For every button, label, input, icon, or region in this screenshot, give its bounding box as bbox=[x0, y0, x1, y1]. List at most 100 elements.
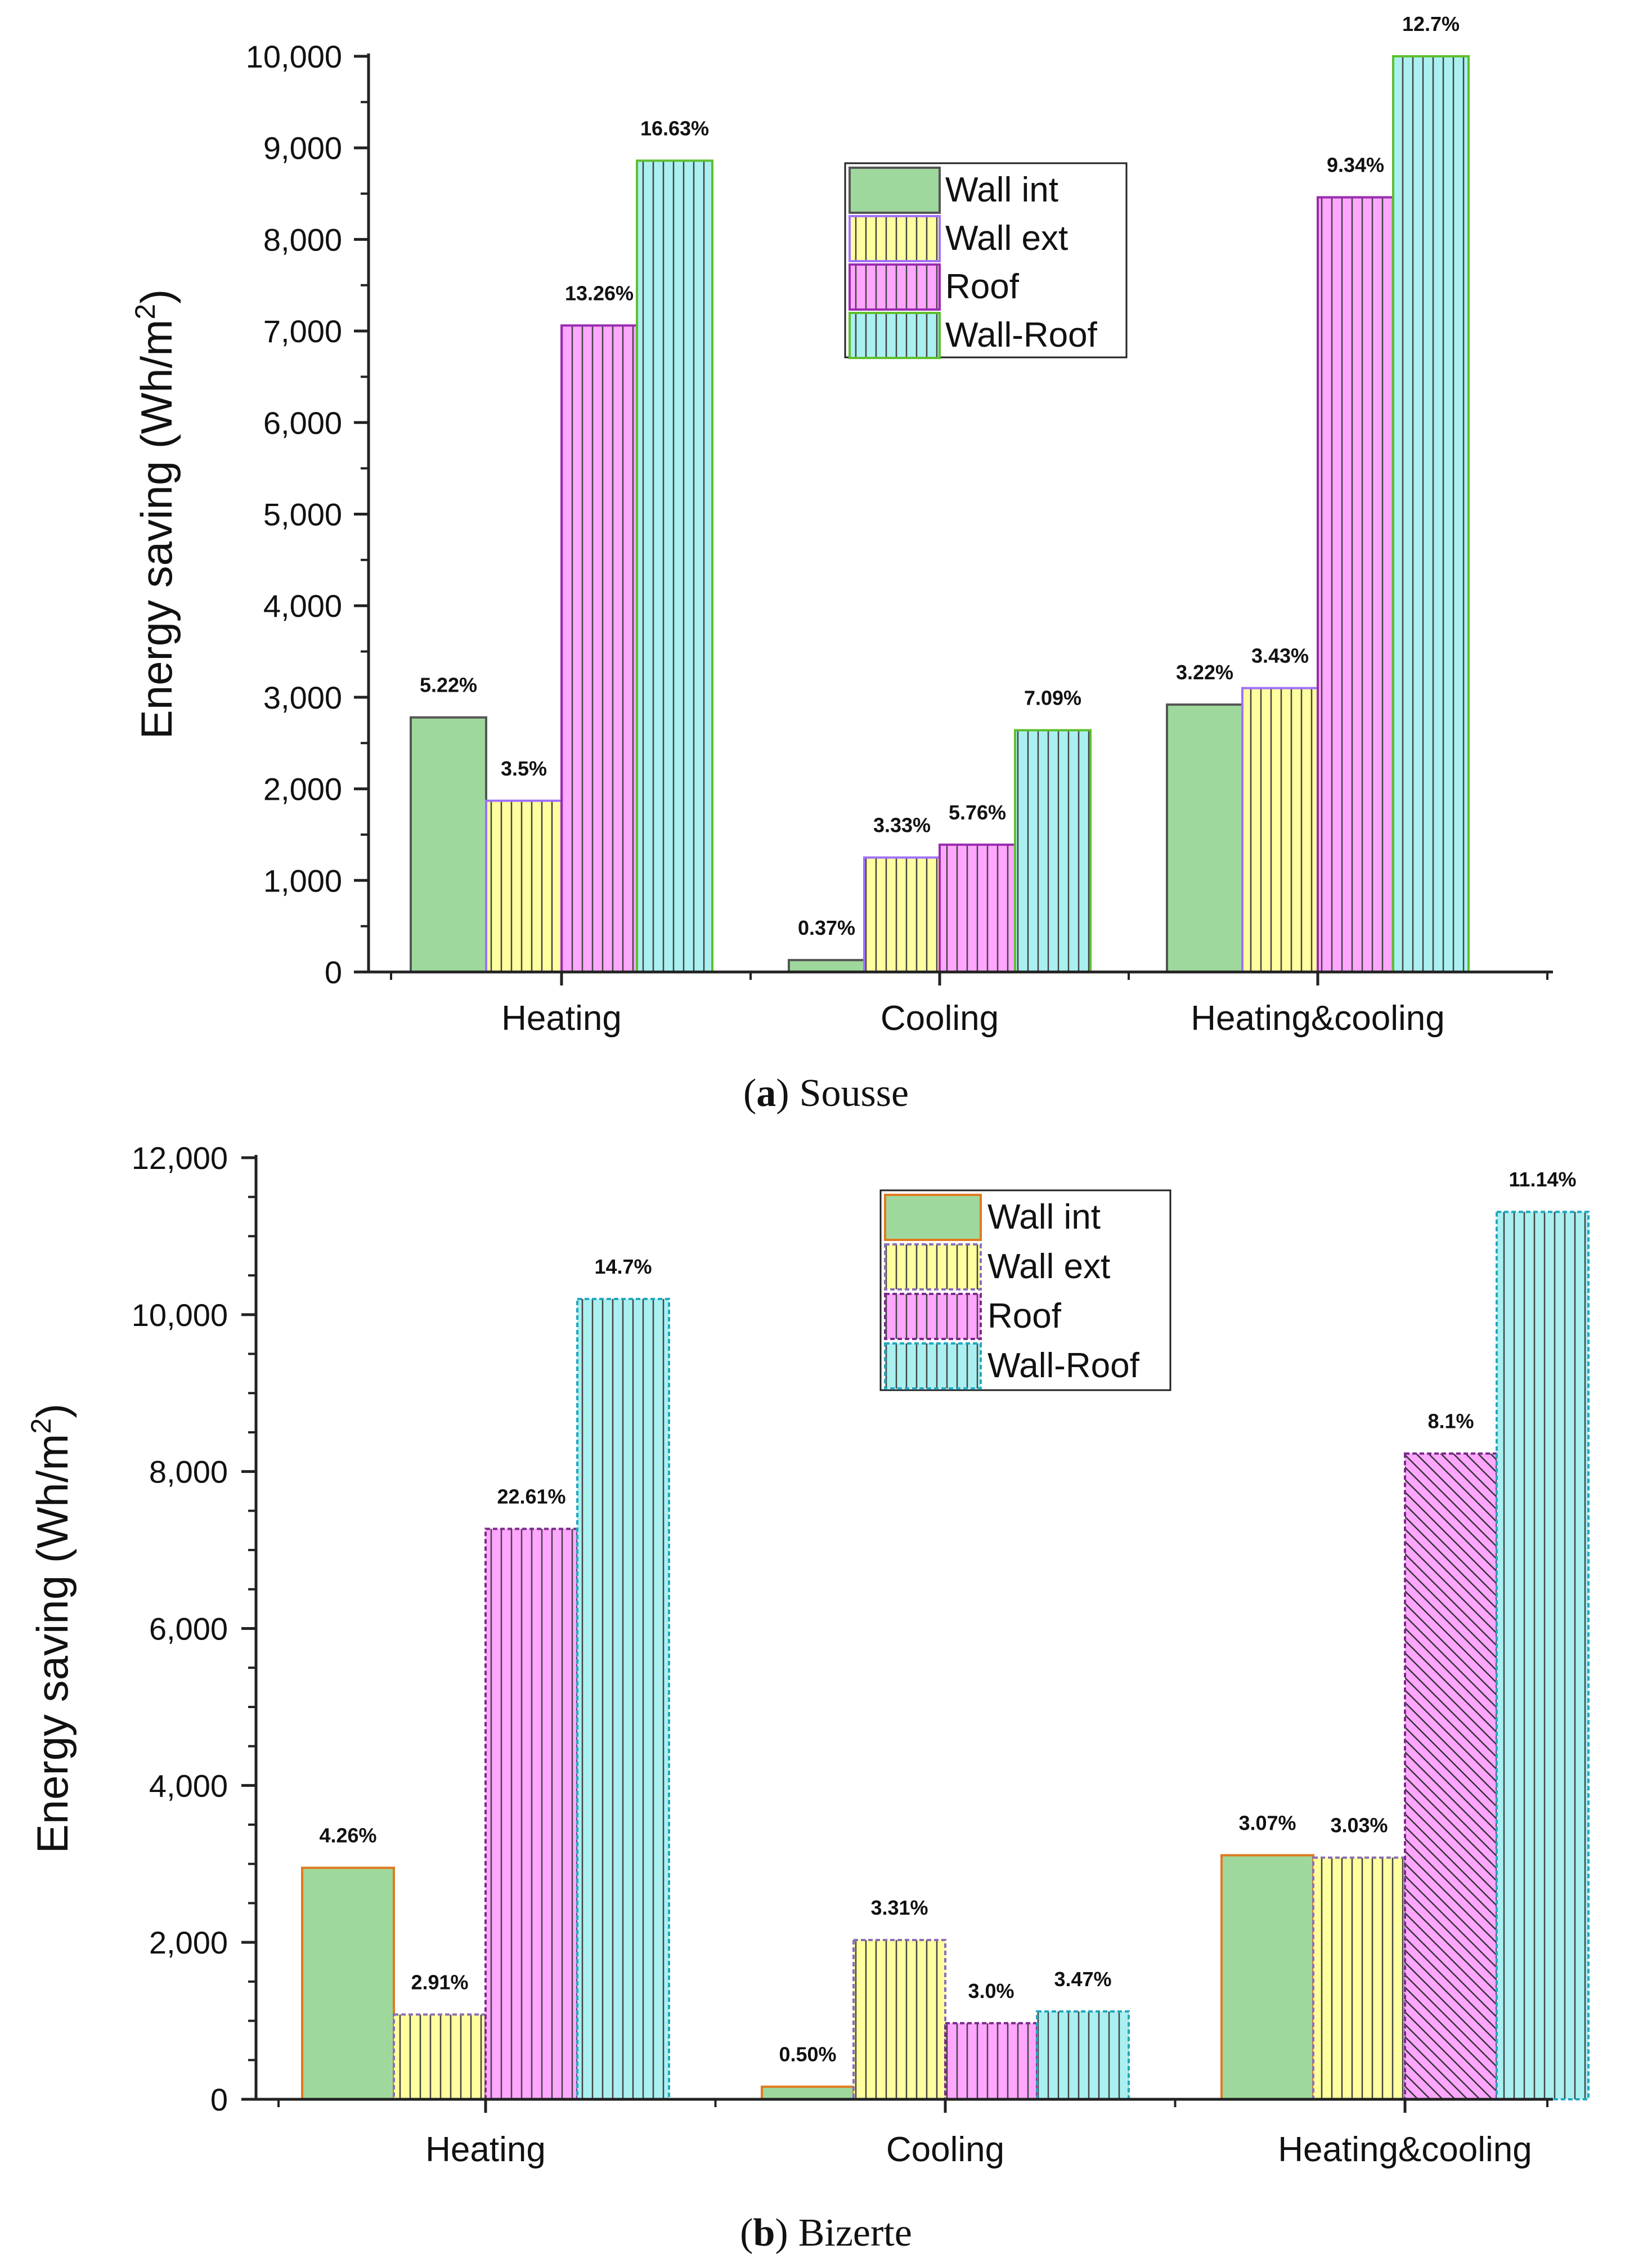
data-label-wall-int-heating-cooling: 3.07% bbox=[1238, 1811, 1296, 1834]
bar-wall-int-heating bbox=[410, 716, 487, 973]
y-tick-label: 12,000 bbox=[132, 1140, 228, 1176]
legend-label-wall-int: Wall int bbox=[987, 1198, 1101, 1236]
y-tick-label: 2,000 bbox=[263, 772, 342, 807]
caption-sousse: (a) Sousse bbox=[743, 1072, 909, 1115]
bar-wall-ext-heating-cooling bbox=[1312, 1856, 1406, 2100]
data-label-wall-ext-heating: 2.91% bbox=[411, 1970, 468, 1993]
bar-roof-heating bbox=[484, 1527, 578, 2101]
legend-swatch-roof bbox=[884, 1293, 982, 1340]
legend-label-roof: Roof bbox=[945, 267, 1020, 306]
y-axis-title-superscript: 2 bbox=[129, 304, 161, 320]
legend-label-wall-roof: Wall-Roof bbox=[987, 1346, 1140, 1385]
bar-roof-cooling bbox=[944, 2022, 1038, 2101]
data-label-roof-cooling: 5.76% bbox=[949, 801, 1006, 824]
caption-letter: b bbox=[753, 2211, 775, 2255]
legend-swatch-wall-int bbox=[884, 1194, 982, 1241]
y-tick-label: 0 bbox=[325, 955, 342, 990]
caption-open: ( bbox=[740, 2211, 753, 2255]
y-tick-label: 8,000 bbox=[149, 1454, 228, 1490]
data-label-wall-int-cooling: 0.50% bbox=[779, 2043, 836, 2066]
data-label-wall-int-heating-cooling: 3.22% bbox=[1176, 661, 1233, 684]
y-tick-label: 7,000 bbox=[263, 313, 342, 349]
data-label-roof-heating-cooling: 9.34% bbox=[1327, 154, 1384, 177]
bar-wall-roof-heating bbox=[576, 1297, 670, 2100]
y-axis-title: Energy saving (Wh/m2) bbox=[25, 1404, 77, 1853]
x-tick-label-cooling: Cooling bbox=[886, 2130, 1004, 2169]
bar-wall-ext-heating bbox=[485, 799, 563, 973]
chart-panel-bizerte: 4.26% 0.50% 3.07% 2.91% 3.31% 3.03% 22.61% 3.0%… bbox=[25, 1140, 1590, 2169]
legend-swatch-wall-ext bbox=[884, 1243, 982, 1291]
y-tick-label: 8,000 bbox=[263, 222, 342, 257]
caption-name: Bizerte bbox=[798, 2211, 912, 2255]
y-axis-title-close: ) bbox=[28, 1404, 77, 1418]
y-tick-label: 10,000 bbox=[132, 1297, 228, 1333]
y-axis-title-text: Energy saving (Wh/m bbox=[132, 320, 181, 740]
data-label-wall-int-heating: 4.26% bbox=[319, 1824, 376, 1847]
data-label-roof-heating-cooling: 8.1% bbox=[1427, 1410, 1474, 1433]
caption-name: Sousse bbox=[800, 1072, 909, 1115]
y-tick-label: 4,000 bbox=[263, 588, 342, 624]
y-axis-title-close: ) bbox=[132, 289, 181, 304]
y-tick-label: 2,000 bbox=[149, 1925, 228, 1960]
data-label-wall-roof-heating: 16.63% bbox=[640, 117, 709, 140]
y-tick-label: 6,000 bbox=[263, 405, 342, 441]
caption-bizerte: (b) Bizerte bbox=[740, 2211, 912, 2255]
legend-swatch-wall-roof bbox=[884, 1342, 982, 1390]
y-axis-title: Energy saving (Wh/m2) bbox=[129, 289, 181, 739]
y-axis-title-text: Energy saving (Wh/m bbox=[28, 1434, 77, 1854]
bar-wall-roof-cooling bbox=[1036, 2010, 1130, 2100]
y-tick-label: 3,000 bbox=[263, 680, 342, 715]
data-label-wall-roof-cooling: 3.47% bbox=[1054, 1968, 1111, 1991]
chart-panel-sousse: 5.22% 0.37% 3.22% 3.5% 3.33% 3.43% 13.26% 5.76%… bbox=[129, 12, 1553, 1038]
caption-letter: a bbox=[756, 1072, 776, 1115]
legend-label-wall-roof: Wall-Roof bbox=[945, 316, 1098, 355]
bar-wall-ext-cooling bbox=[863, 856, 941, 973]
bar-roof-heating bbox=[560, 324, 638, 973]
bar-roof-heating-cooling bbox=[1317, 196, 1394, 974]
data-label-wall-roof-heating: 14.7% bbox=[594, 1255, 652, 1278]
data-label-roof-heating: 13.26% bbox=[565, 281, 634, 304]
legend-label-wall-int: Wall int bbox=[945, 171, 1058, 209]
caption-open: ( bbox=[743, 1072, 756, 1115]
data-label-wall-ext-cooling: 3.31% bbox=[870, 1896, 928, 1919]
legend: Wall int Wall ext Roof Wall-Roof bbox=[879, 1189, 1171, 1391]
x-tick-label-heating: Heating bbox=[425, 2130, 546, 2169]
y-tick-label: 6,000 bbox=[149, 1611, 228, 1647]
y-tick-label: 9,000 bbox=[263, 131, 342, 166]
x-tick-label-cooling: Cooling bbox=[881, 999, 999, 1038]
legend: Wall int Wall ext Roof Wall-Roof bbox=[844, 162, 1128, 359]
bar-wall-roof-cooling bbox=[1014, 729, 1092, 974]
caption-close: ) bbox=[776, 1072, 789, 1115]
legend-label-roof: Roof bbox=[987, 1297, 1062, 1336]
data-label-roof-cooling: 3.0% bbox=[968, 1979, 1014, 2002]
bar-wall-int-cooling bbox=[761, 2085, 855, 2101]
data-label-roof-heating: 22.61% bbox=[497, 1485, 565, 1508]
bar-wall-int-heating-cooling bbox=[1220, 1854, 1314, 2100]
bar-wall-ext-heating-cooling bbox=[1241, 687, 1319, 973]
data-label-wall-ext-heating-cooling: 3.43% bbox=[1251, 644, 1309, 667]
bar-roof-heating-cooling bbox=[1404, 1452, 1498, 2100]
data-label-wall-roof-heating-cooling: 12.7% bbox=[1402, 12, 1460, 35]
y-tick-label: 0 bbox=[210, 2082, 228, 2117]
bar-wall-int-heating bbox=[301, 1866, 395, 2101]
bar-wall-roof-heating bbox=[636, 159, 713, 973]
legend-label-wall-ext: Wall ext bbox=[945, 219, 1068, 258]
y-tick-label: 10,000 bbox=[246, 39, 342, 74]
caption-close: ) bbox=[775, 2211, 788, 2255]
y-axis-title-superscript: 2 bbox=[25, 1418, 57, 1434]
data-label-wall-int-cooling: 0.37% bbox=[798, 916, 855, 939]
bar-wall-roof-heating-cooling bbox=[1496, 1211, 1590, 2100]
y-tick-label: 5,000 bbox=[263, 497, 342, 532]
y-tick-label: 4,000 bbox=[149, 1768, 228, 1803]
bar-wall-int-cooling bbox=[788, 958, 865, 973]
bar-wall-ext-cooling bbox=[852, 1938, 946, 2100]
data-label-wall-int-heating: 5.22% bbox=[420, 674, 477, 697]
legend-label-wall-ext: Wall ext bbox=[987, 1247, 1110, 1286]
data-label-wall-ext-heating-cooling: 3.03% bbox=[1330, 1814, 1388, 1837]
bar-wall-int-heating-cooling bbox=[1166, 703, 1244, 974]
bar-roof-cooling bbox=[939, 843, 1016, 974]
y-tick-label: 1,000 bbox=[263, 863, 342, 898]
x-tick-label-heating-cooling: Heating&cooling bbox=[1191, 999, 1445, 1038]
x-tick-label-heating: Heating bbox=[501, 999, 622, 1038]
